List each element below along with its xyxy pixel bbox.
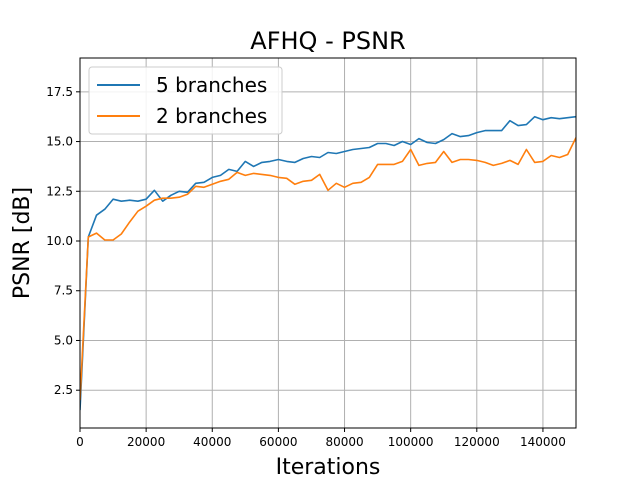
grid xyxy=(79,58,576,428)
series-line-1 xyxy=(80,115,576,411)
x-tick-label: 80000 xyxy=(325,435,363,449)
y-axis-label: PSNR [dB] xyxy=(10,187,35,299)
y-tick-label: 2.5 xyxy=(54,383,73,397)
y-tick-label: 10.0 xyxy=(46,234,73,248)
y-tick-label: 7.5 xyxy=(54,284,73,298)
plot-frame xyxy=(79,57,577,429)
x-tick-label: 120000 xyxy=(454,435,500,449)
x-tick-label: 40000 xyxy=(193,435,231,449)
x-tick-label: 20000 xyxy=(127,435,165,449)
y-tick-label: 15.0 xyxy=(46,135,73,149)
legend-label: 2 branches xyxy=(156,104,267,128)
chart-title: AFHQ - PSNR xyxy=(250,27,405,55)
y-axis-ticks: 2.5 5.0 7.5 10.0 12.5 15.0 17.5 xyxy=(46,85,80,397)
legend-box xyxy=(88,66,283,135)
x-tick-label: 100000 xyxy=(388,435,434,449)
x-tick-label: 60000 xyxy=(259,435,297,449)
legend-label: 5 branches xyxy=(156,73,267,97)
x-tick-label: 0 xyxy=(76,435,84,449)
series-layer xyxy=(80,115,576,411)
x-axis-ticks: 0 20000 40000 60000 80000 100000 120000 140000 xyxy=(76,428,566,449)
x-tick-label: 140000 xyxy=(520,435,566,449)
legend: 5 branches 2 branches xyxy=(88,66,283,135)
y-tick-label: 17.5 xyxy=(46,85,73,99)
series-line-2 xyxy=(80,137,576,401)
x-axis-label: Iterations xyxy=(276,455,381,480)
y-tick-label: 5.0 xyxy=(54,333,73,347)
y-tick-label: 12.5 xyxy=(46,184,73,198)
